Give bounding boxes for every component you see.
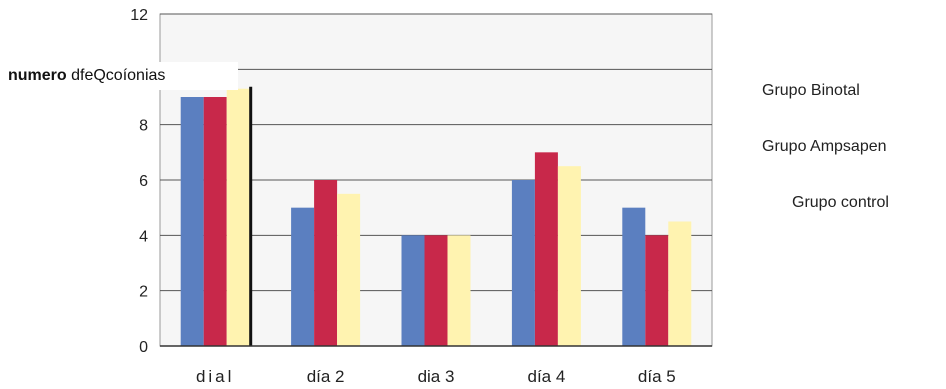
y-axis-label-rest: dfeQcoíonias (66, 67, 166, 84)
bar-series-0-cat-2 (401, 235, 425, 346)
x-tick-label: día 5 (638, 367, 676, 386)
y-tick-label: 8 (139, 118, 148, 135)
legend-item-binotal: Grupo Binotal (762, 82, 860, 99)
y-tick-label: 12 (130, 7, 148, 24)
bar-series-2-cat-3 (557, 166, 581, 346)
y-tick-label: 4 (139, 228, 148, 245)
bar-series-2-cat-4 (668, 221, 692, 346)
bar-series-0-cat-4 (622, 207, 646, 346)
x-tick-labels: dial día 2 dia 3 día 4 día 5 (196, 367, 676, 386)
bars (180, 86, 692, 346)
y-axis-label-bold: numero (8, 67, 67, 84)
y-tick-labels: 0 2 4 6 8 12 (130, 7, 148, 356)
bar-series-2-cat-2 (447, 235, 471, 346)
bar-series-0-cat-0 (180, 97, 204, 346)
bar-series-2-cat-1 (337, 193, 361, 346)
y-tick-label: 6 (139, 173, 148, 190)
legend-item-control: Grupo control (792, 194, 889, 211)
legend-item-ampsapen: Grupo Ampsapen (762, 138, 887, 155)
bar-series-1-cat-0 (203, 97, 227, 346)
bar-series-0-cat-3 (511, 180, 535, 346)
x-tick-label: dial (196, 367, 234, 386)
x-tick-label: día 4 (527, 367, 565, 386)
x-tick-label: dia 3 (418, 367, 455, 386)
bar-series-1-cat-4 (645, 235, 669, 346)
bar-series-1-cat-2 (424, 235, 448, 346)
y-axis-label: numero dfeQcoíonias (2, 62, 238, 90)
y-tick-label: 2 (139, 284, 148, 301)
y-tick-label: 0 (139, 339, 148, 356)
bar-series-1-cat-1 (314, 180, 338, 346)
bar-series-0-cat-1 (291, 207, 315, 346)
bar-series-1-cat-3 (534, 152, 558, 346)
x-tick-label: día 2 (307, 367, 345, 386)
bar-series-2-cat-0 (226, 88, 250, 346)
